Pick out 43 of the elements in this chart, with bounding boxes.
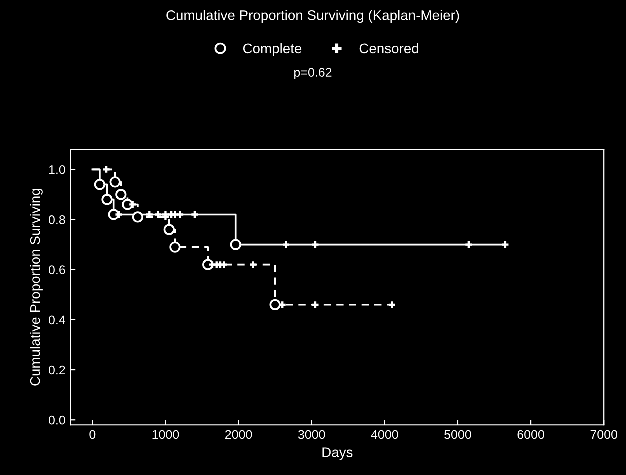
point xyxy=(270,299,281,310)
chart-title: Cumulative Proportion Surviving (Kaplan-Meier) xyxy=(166,10,460,24)
legend-label: Censored xyxy=(360,43,418,54)
point xyxy=(164,224,175,236)
point xyxy=(312,242,319,248)
point xyxy=(155,211,162,218)
x-axis-title: Days xyxy=(322,448,353,460)
y-tick-label: 1.0 xyxy=(49,165,66,174)
point xyxy=(132,212,144,223)
x-tick-label: 3000 xyxy=(298,430,326,440)
point xyxy=(388,302,396,308)
point xyxy=(312,302,319,308)
y-tick-label: 0.0 xyxy=(48,416,66,425)
point xyxy=(192,211,198,218)
point xyxy=(116,211,122,218)
y-tick-label: 0.8 xyxy=(48,216,66,224)
x-tick-label: 7000 xyxy=(590,430,618,440)
x-tick-label: 1000 xyxy=(152,430,180,440)
y-tick-label: 0.2 xyxy=(48,366,66,375)
x-tick-label: 0 xyxy=(90,430,96,440)
point xyxy=(177,211,184,218)
point xyxy=(116,189,127,200)
point xyxy=(94,179,106,190)
y-tick-label: 0.6 xyxy=(48,266,66,274)
x-tick-label: 5000 xyxy=(444,430,472,440)
point xyxy=(130,201,136,208)
y-tick-label: 0.4 xyxy=(48,316,66,325)
point xyxy=(466,242,472,248)
point xyxy=(110,176,121,188)
point xyxy=(102,194,113,206)
point xyxy=(250,262,257,268)
point xyxy=(170,242,181,253)
text: p=0.62 xyxy=(294,68,332,80)
legend-label: Complete xyxy=(243,43,302,56)
y-axis-title: Cumulative Proportion Surviving xyxy=(30,189,43,386)
point xyxy=(103,166,110,173)
x-tick-label: 4000 xyxy=(371,430,398,440)
point xyxy=(502,242,509,248)
point xyxy=(283,242,290,248)
x-tick-label: 6000 xyxy=(518,430,544,440)
point xyxy=(220,262,228,268)
x-tick-label: 2000 xyxy=(226,430,252,440)
point xyxy=(230,239,242,250)
